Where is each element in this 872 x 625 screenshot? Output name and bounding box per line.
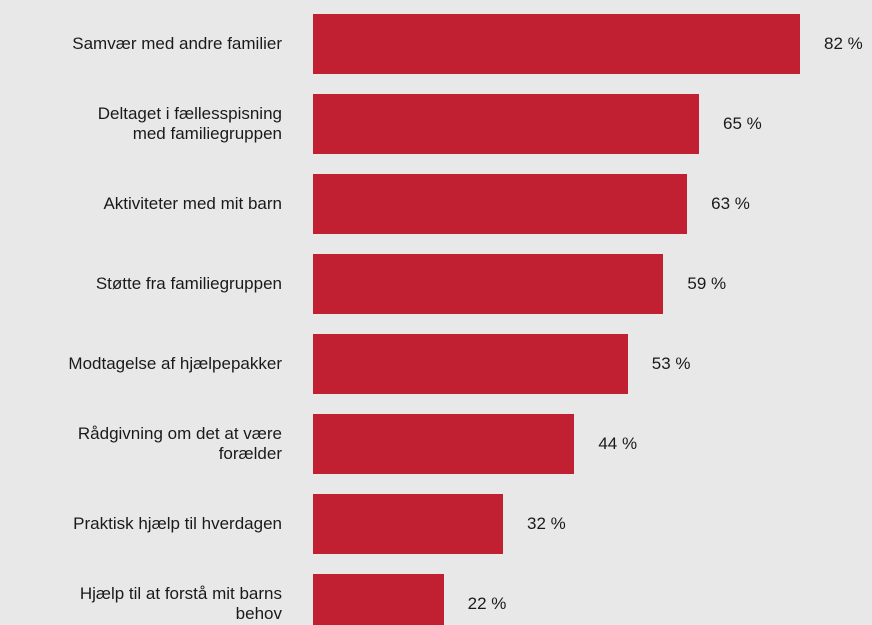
- value-label: 59 %: [687, 274, 727, 293]
- category-label: Hjælp til at forstå mit barns behov: [79, 584, 282, 623]
- category-label: Praktisk hjælp til hverdagen: [73, 514, 282, 533]
- category-label: Rådgivning om det at være forælder: [77, 424, 282, 463]
- category-label: Støtte fra familiegruppen: [95, 274, 282, 293]
- category-label: Samvær med andre familier: [72, 34, 282, 53]
- category-label: Aktiviteter med mit barn: [103, 194, 282, 213]
- bar: [313, 94, 700, 154]
- category-label: Deltaget i fællesspisning med familiegru…: [97, 104, 282, 143]
- value-label: 44 %: [598, 434, 638, 453]
- bar: [313, 334, 628, 394]
- value-label: 82 %: [824, 34, 863, 53]
- bar: [313, 574, 444, 625]
- value-label: 32 %: [527, 514, 566, 533]
- value-label: 63 %: [711, 194, 750, 213]
- bar: [313, 14, 800, 74]
- bar: [313, 414, 575, 474]
- bar: [313, 174, 688, 234]
- value-label: 65 %: [723, 114, 762, 133]
- bar: [313, 494, 504, 554]
- value-label: 53 %: [651, 354, 691, 373]
- category-label: Modtagelse af hjælpepakker: [68, 354, 282, 373]
- bar: [313, 254, 664, 314]
- value-label: 22 %: [467, 594, 507, 613]
